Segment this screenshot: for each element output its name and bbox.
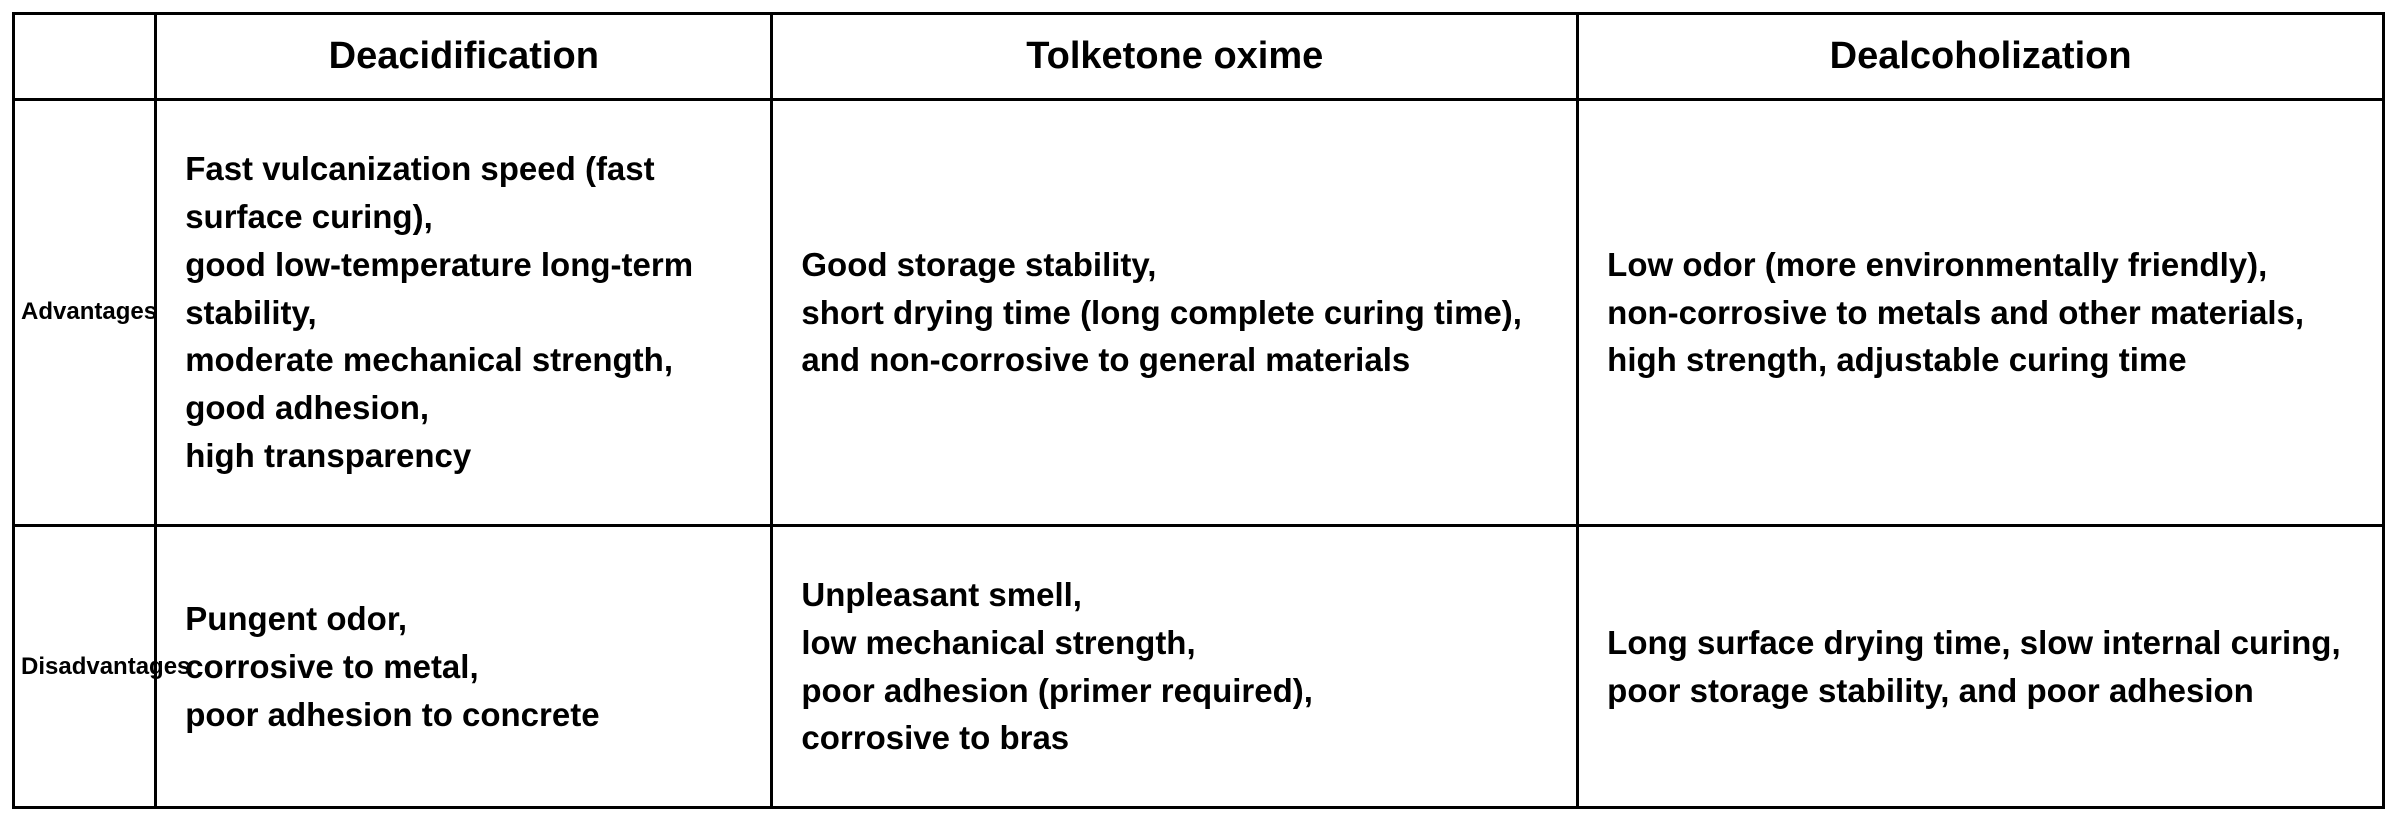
comparison-table: Deacidification Tolketone oxime Dealcoho…	[12, 12, 2385, 809]
table-row: Advantages Fast vulcanization speed (fas…	[14, 100, 2384, 526]
cell-advantages-deacidification: Fast vulcanization speed (fast surface c…	[156, 100, 772, 526]
header-deacidification: Deacidification	[156, 14, 772, 100]
cell-disadvantages-tolketone-oxime: Unpleasant smell,low mechanical strength…	[772, 525, 1578, 807]
rowlabel-disadvantages: Disadvantages	[14, 525, 156, 807]
header-blank	[14, 14, 156, 100]
header-tolketone-oxime: Tolketone oxime	[772, 14, 1578, 100]
rowlabel-advantages: Advantages	[14, 100, 156, 526]
cell-disadvantages-dealcoholization: Long surface drying time, slow internal …	[1578, 525, 2384, 807]
cell-advantages-tolketone-oxime: Good storage stability,short drying time…	[772, 100, 1578, 526]
table-row: Disadvantages Pungent odor,corrosive to …	[14, 525, 2384, 807]
cell-advantages-dealcoholization: Low odor (more environmentally friendly)…	[1578, 100, 2384, 526]
header-dealcoholization: Dealcoholization	[1578, 14, 2384, 100]
table-header-row: Deacidification Tolketone oxime Dealcoho…	[14, 14, 2384, 100]
cell-disadvantages-deacidification: Pungent odor,corrosive to metal,poor adh…	[156, 525, 772, 807]
